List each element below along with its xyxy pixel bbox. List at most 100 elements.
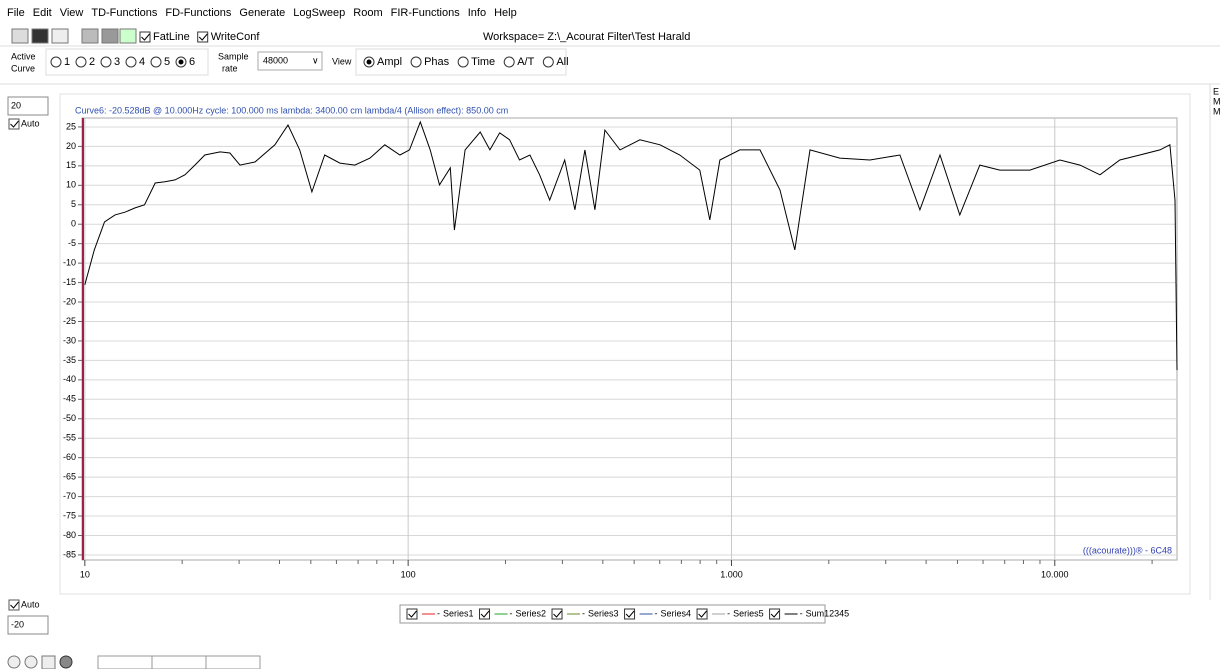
workspace-label: Workspace= Z:\_Acourat Filter\Test Haral…	[483, 31, 690, 43]
open-icon[interactable]	[11, 28, 29, 44]
auto-checkbox[interactable]	[8, 118, 20, 130]
save-icon[interactable]	[31, 28, 49, 44]
cut-label: E	[1213, 86, 1219, 96]
zoom-reset[interactable]	[41, 655, 56, 669]
checkbox[interactable]	[197, 31, 209, 43]
zoom-out[interactable]	[24, 655, 38, 669]
y-tick-label: -30	[63, 335, 76, 345]
chart-icon[interactable]	[51, 28, 69, 44]
legend-label: Series3	[588, 608, 619, 618]
auto-checkbox[interactable]	[8, 599, 20, 611]
legend-label: Series1	[443, 608, 474, 618]
checkbox-label: WriteConf	[211, 31, 261, 43]
bottom-toolbar	[7, 655, 261, 669]
checkbox[interactable]	[551, 608, 563, 620]
max-input[interactable]	[7, 96, 49, 116]
x-tick-label: 100	[401, 569, 416, 579]
y-tick-label: -15	[63, 277, 76, 287]
status-box	[97, 655, 153, 669]
view-group	[355, 48, 567, 76]
menu-item[interactable]: Info	[468, 7, 486, 19]
y-tick-label: -35	[63, 355, 76, 365]
zoom-in[interactable]	[7, 655, 21, 669]
max-value: 20	[11, 100, 21, 110]
curve-option: 2	[89, 56, 95, 68]
menu-item[interactable]: LogSweep	[293, 7, 345, 19]
view-option: All	[556, 56, 568, 68]
menu-item[interactable]: FIR-Functions	[391, 7, 461, 19]
menu-item[interactable]: Generate	[239, 7, 285, 19]
radio[interactable]	[410, 56, 422, 68]
status-box	[151, 655, 207, 669]
legend-label: Series2	[516, 608, 547, 618]
radio-dot	[366, 59, 372, 65]
radio[interactable]	[125, 56, 137, 68]
y-tick-label: 15	[66, 160, 76, 170]
y-tick-label: -70	[63, 491, 76, 501]
radio[interactable]	[75, 56, 87, 68]
legend-label: Sum12345	[806, 608, 850, 618]
min-input[interactable]	[7, 615, 49, 635]
radio[interactable]	[457, 56, 469, 68]
y-tick-label: -75	[63, 510, 76, 520]
delete-all-icon[interactable]	[101, 28, 119, 44]
menu-item[interactable]: Help	[494, 7, 517, 19]
checkbox[interactable]	[769, 608, 781, 620]
legend-box	[399, 604, 826, 624]
radio[interactable]	[503, 56, 515, 68]
check	[480, 610, 490, 618]
menu-item[interactable]: View	[60, 7, 84, 19]
curve-option: 3	[114, 56, 120, 68]
checkbox[interactable]	[406, 608, 418, 620]
menu-item[interactable]: TD-Functions	[91, 7, 158, 19]
y-tick-label: -40	[63, 374, 76, 384]
menu-item[interactable]: FD-Functions	[165, 7, 232, 19]
curve-option: 5	[164, 56, 170, 68]
delete-icon[interactable]	[81, 28, 99, 44]
export-icon[interactable]	[119, 28, 137, 44]
sample-rate-dropdown[interactable]	[257, 51, 323, 71]
check	[698, 610, 707, 618]
check	[198, 33, 208, 41]
view-option: Ampl	[377, 56, 402, 68]
menu-item[interactable]: Room	[353, 7, 382, 19]
y-tick-label: -80	[63, 530, 76, 540]
check	[10, 601, 19, 609]
cut-label: M	[1213, 96, 1220, 106]
sample-rate-label: rate	[222, 63, 238, 73]
legend-dash: -	[800, 608, 803, 618]
checkbox-label: FatLine	[153, 31, 190, 43]
y-tick-label: -55	[63, 433, 76, 443]
curve-info: Curve6: -20.528dB @ 10.000Hz cycle: 100.…	[75, 105, 508, 115]
menu-item[interactable]: Edit	[33, 7, 52, 19]
y-tick-label: 10	[66, 180, 76, 190]
y-tick-label: -85	[63, 549, 76, 559]
plot-area	[81, 117, 1178, 561]
curve-option: 1	[64, 56, 70, 68]
radio[interactable]	[150, 56, 162, 68]
y-tick-label: -60	[63, 452, 76, 462]
checkbox[interactable]	[139, 31, 151, 43]
curve-option: 4	[139, 56, 145, 68]
menu-item[interactable]: File	[7, 7, 25, 19]
status-box	[205, 655, 261, 669]
cut-label: M	[1213, 106, 1220, 116]
checkbox[interactable]	[696, 608, 708, 620]
check	[408, 610, 417, 618]
y-tick-label: -20	[63, 296, 76, 306]
legend-label: Series5	[733, 608, 764, 618]
curve-group	[45, 48, 209, 76]
checkbox[interactable]	[479, 608, 491, 620]
check	[141, 33, 150, 41]
radio[interactable]	[542, 56, 554, 68]
view-option: Phas	[424, 56, 450, 68]
radio[interactable]	[50, 56, 62, 68]
dropdown-arrow: ∨	[312, 55, 319, 65]
settings[interactable]	[59, 655, 73, 669]
radio[interactable]	[100, 56, 112, 68]
checkbox[interactable]	[624, 608, 636, 620]
y-tick-label: -5	[68, 238, 76, 248]
y-tick-label: -45	[63, 394, 76, 404]
x-tick-label: 10.000	[1041, 569, 1069, 579]
